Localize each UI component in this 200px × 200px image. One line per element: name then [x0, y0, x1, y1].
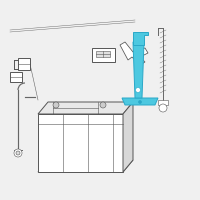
Polygon shape — [122, 98, 158, 105]
Circle shape — [136, 88, 140, 92]
Circle shape — [16, 151, 20, 155]
Polygon shape — [38, 114, 123, 172]
Polygon shape — [123, 102, 133, 172]
Polygon shape — [133, 32, 148, 45]
Circle shape — [53, 102, 59, 108]
Circle shape — [14, 149, 22, 157]
Polygon shape — [133, 42, 144, 98]
Bar — [158, 100, 168, 105]
Polygon shape — [18, 58, 30, 70]
Polygon shape — [38, 160, 133, 172]
Circle shape — [100, 102, 106, 108]
Polygon shape — [92, 48, 115, 62]
Polygon shape — [38, 102, 133, 114]
Polygon shape — [10, 72, 22, 82]
Circle shape — [138, 100, 142, 104]
Bar — [96, 51, 110, 57]
Circle shape — [159, 104, 167, 112]
Polygon shape — [120, 42, 148, 65]
